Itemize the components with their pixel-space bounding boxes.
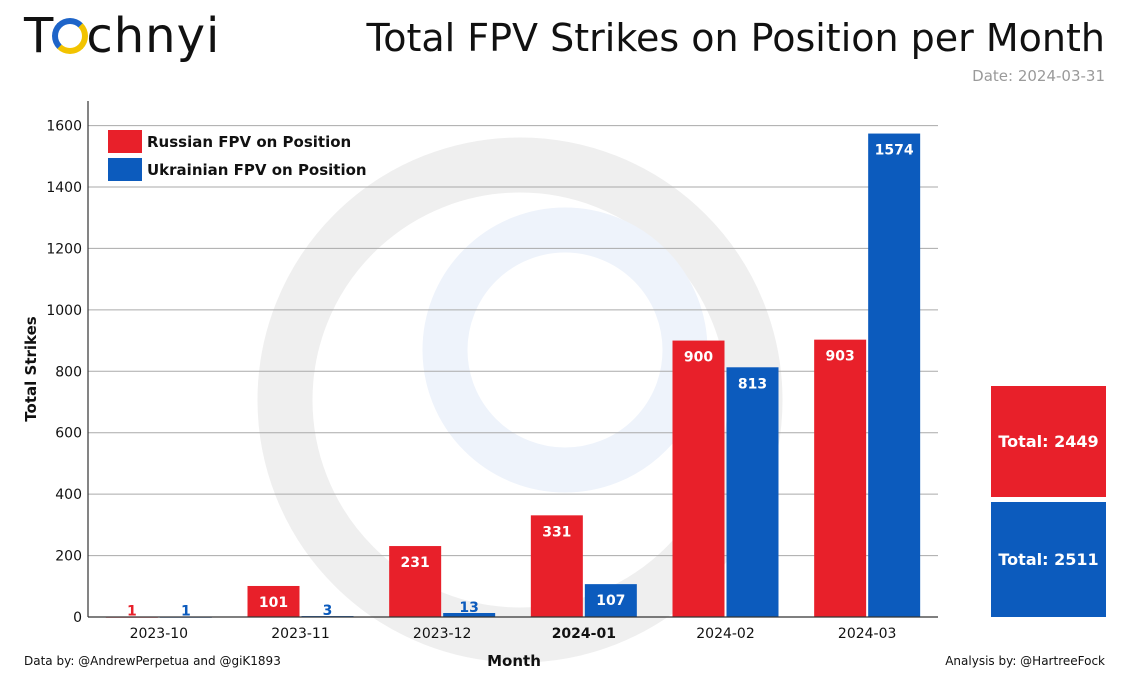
bar-value-label: 231	[401, 555, 430, 571]
legend-label: Russian FPV on Position	[147, 133, 351, 151]
bar-value-label: 1574	[875, 143, 914, 159]
bar-value-label: 903	[826, 349, 855, 365]
bar-value-label: 813	[738, 376, 767, 392]
y-tick-label: 200	[55, 549, 82, 565]
ukrainian-bar	[726, 367, 779, 617]
logo-target-icon	[52, 18, 89, 54]
chart-date: Date: 2024-03-31	[972, 67, 1105, 85]
y-tick-label: 600	[55, 426, 82, 442]
russian-total-box: Total: 2449	[991, 386, 1106, 497]
y-tick-label: 1000	[46, 303, 82, 319]
legend-swatch-ukrainian	[108, 158, 142, 181]
x-tick-label: 2024-01	[552, 626, 616, 642]
bar-value-label: 1	[127, 604, 137, 620]
grid-lines	[88, 125, 938, 557]
russian-bar	[814, 339, 867, 617]
russian-bar	[247, 585, 300, 617]
y-axis-title: Total Strikes	[22, 316, 40, 421]
data-credit: Data by: @AndrewPerpetua and @giK1893	[24, 654, 281, 668]
y-tick-label: 1600	[46, 119, 82, 135]
x-axis-title: Month	[487, 652, 541, 670]
russian-bar	[389, 546, 442, 617]
russian-bar	[530, 515, 583, 617]
y-tick-label: 800	[55, 364, 82, 380]
y-tick-label: 0	[73, 610, 82, 626]
bar-value-label: 107	[596, 593, 625, 609]
ukrainian-bar	[584, 584, 637, 617]
y-tick-label: 400	[55, 487, 82, 503]
y-tick-label: 1400	[46, 180, 82, 196]
analysis-credit: Analysis by: @HartreeFock	[945, 654, 1105, 668]
ukrainian-bar	[868, 133, 921, 618]
x-tick-label: 2023-12	[413, 626, 472, 642]
bar-value-label: 13	[459, 600, 478, 616]
russian-bar	[672, 340, 725, 617]
x-tick-label: 2024-03	[838, 626, 897, 642]
chart-title: Total FPV Strikes on Position per Month	[366, 16, 1105, 60]
axes: 0 200 400 600 800 1000 1200 1400 1600 Total Strik…	[22, 101, 938, 670]
bar-value-label: 331	[542, 524, 571, 540]
ukrainian-bar	[443, 613, 496, 617]
bar-value-label: 3	[323, 603, 333, 619]
bar-value-label: 101	[259, 595, 288, 611]
bar-value-label: 1	[181, 604, 191, 620]
y-tick-label: 1200	[46, 241, 82, 257]
x-tick-label: 2023-11	[271, 626, 330, 642]
ukrainian-total-box: Total: 2511	[991, 502, 1106, 617]
bar-value-label: 900	[684, 350, 713, 366]
legend: Russian FPV on Position Ukrainian FPV on …	[108, 130, 367, 181]
legend-swatch-russian	[108, 130, 142, 153]
x-tick-label: 2024-02	[696, 626, 755, 642]
x-tick-label: 2023-10	[130, 626, 189, 642]
legend-label: Ukrainian FPV on Position	[147, 161, 367, 179]
